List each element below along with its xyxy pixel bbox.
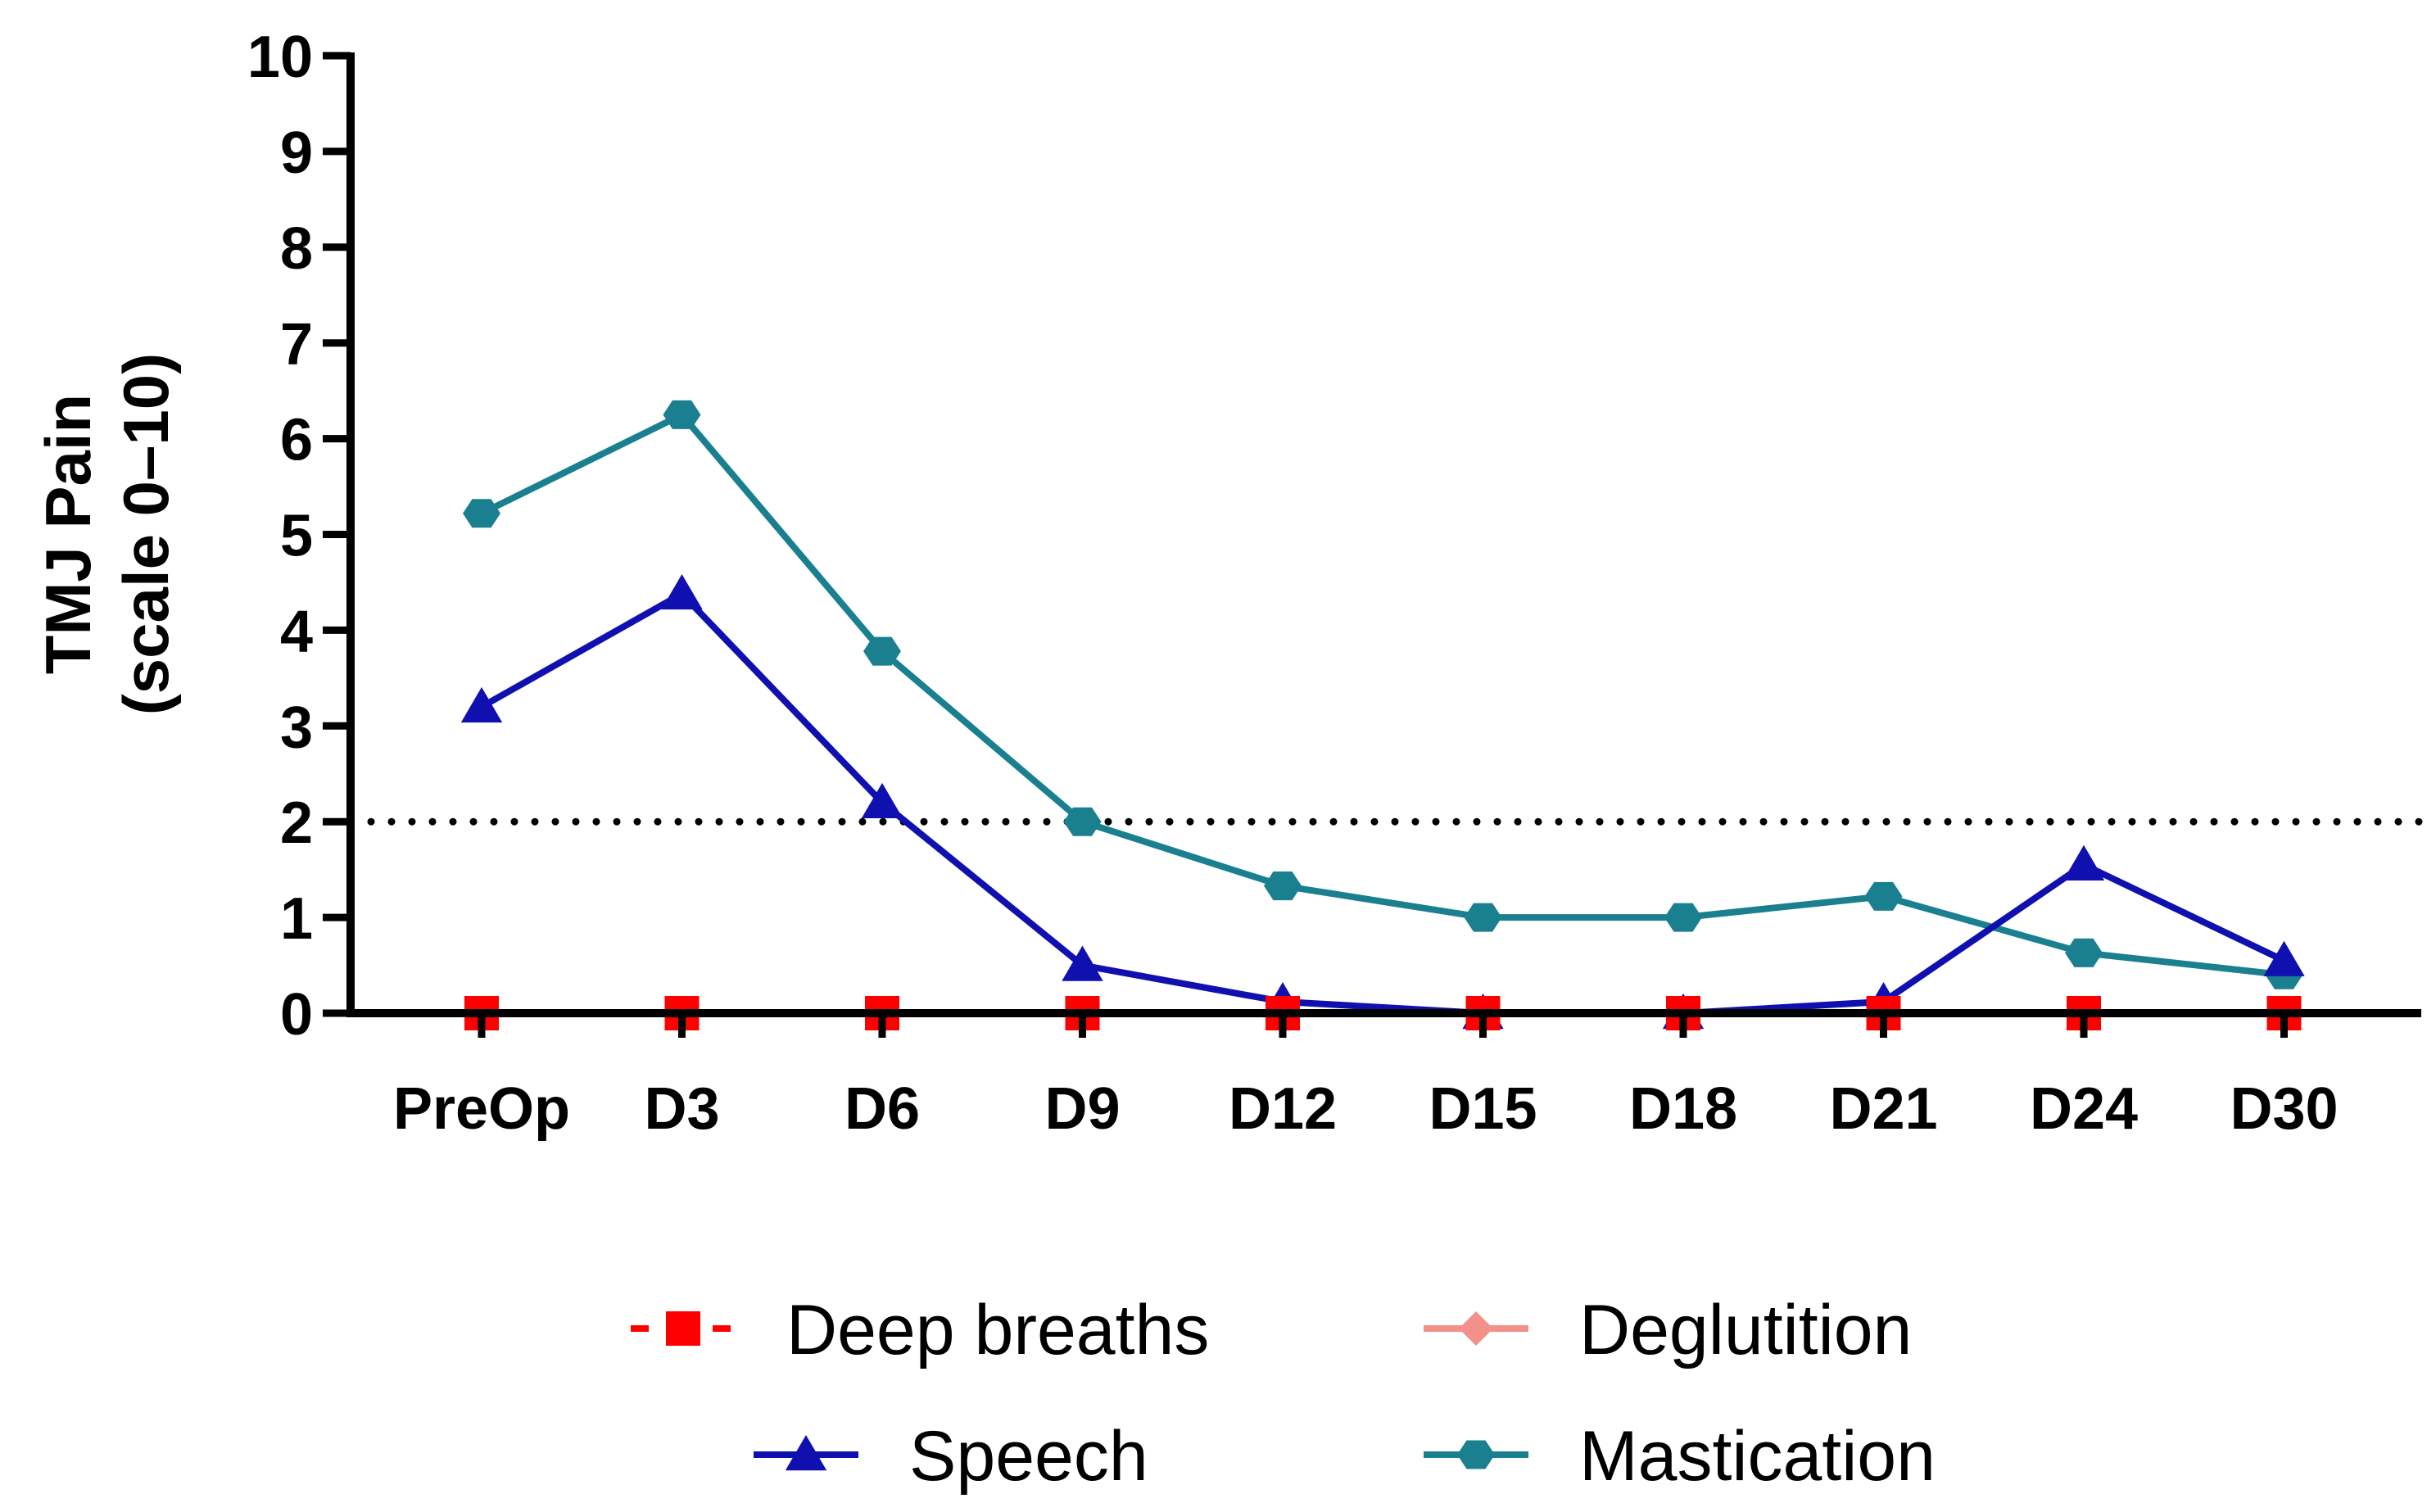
data-point-speech: [2263, 940, 2305, 976]
y-tick-label: 5: [280, 504, 313, 569]
legend: Deep breaths Deglutition Speech Mastication: [631, 1291, 1936, 1496]
x-tick-label: D18: [1629, 1076, 1737, 1142]
y-tick-label: 2: [280, 790, 313, 856]
data-point-speech: [1062, 945, 1103, 981]
data-point-speech: [2062, 844, 2105, 881]
x-tick-label: D3: [644, 1076, 719, 1142]
y-tick-label: 10: [247, 25, 313, 90]
legend-label: Deglutition: [1579, 1291, 1912, 1369]
y-axis-title-line-2: (scale 0–10): [110, 353, 182, 715]
data-point-speech: [661, 573, 703, 610]
legend-item-mast: Mastication: [1424, 1417, 1936, 1496]
data-point-mast: [1063, 807, 1102, 836]
data-point-mast: [2065, 938, 2103, 967]
y-tick-label: 4: [280, 599, 313, 664]
data-point-mast: [463, 499, 500, 528]
axes-group: [323, 52, 2421, 1038]
y-axis-title-group: TMJ Pain (scale 0–10): [32, 353, 182, 715]
y-tick-label: 0: [280, 982, 313, 1048]
legend-swatch-marker: [785, 1435, 827, 1471]
legend-swatch-marker: [1459, 1311, 1493, 1346]
x-tick-label: PreOp: [393, 1076, 570, 1142]
series-line-speech: [480, 590, 2286, 1016]
series-speech: [460, 573, 2305, 1030]
y-axis-title: TMJ Pain (scale 0–10): [32, 353, 182, 715]
series-mast: [463, 400, 2303, 989]
data-point-mast: [1664, 903, 1702, 932]
legend-swatch-marker: [666, 1311, 700, 1346]
x-tick-label: D6: [844, 1076, 920, 1142]
y-tick-label: 6: [280, 408, 313, 473]
x-tick-label: D30: [2230, 1076, 2338, 1142]
legend-item-speech: Speech: [754, 1417, 1148, 1496]
data-point-mast: [863, 636, 901, 666]
x-tick-label: D12: [1229, 1076, 1337, 1142]
series-line-mast: [480, 411, 2284, 979]
x-tick-labels: PreOp D3 D6 D9 D12 D15 D18 D21 D24 D30: [393, 1076, 2339, 1142]
series-group: [460, 400, 2305, 1030]
y-tick-label: 3: [280, 695, 313, 760]
x-tick-label: D15: [1429, 1076, 1537, 1142]
legend-item-deep: Deep breaths: [631, 1291, 1209, 1369]
y-tick-label: 1: [280, 886, 313, 952]
legend-label: Deep breaths: [786, 1291, 1209, 1369]
data-point-mast: [1864, 881, 1903, 911]
data-point-mast: [1464, 903, 1502, 932]
data-point-mast: [1264, 871, 1302, 901]
y-tick-label: 9: [280, 120, 313, 186]
legend-swatch-marker: [1457, 1440, 1495, 1469]
legend-item-deg: Deglutition: [1424, 1291, 1912, 1369]
x-tick-label: D24: [2030, 1076, 2138, 1142]
y-axis-title-line-1: TMJ Pain: [32, 394, 104, 674]
legend-label: Speech: [909, 1417, 1148, 1496]
x-tick-label: D21: [1829, 1076, 1937, 1142]
data-point-speech: [460, 686, 503, 723]
x-tick-label: D9: [1044, 1076, 1120, 1142]
legend-label: Mastication: [1579, 1417, 1936, 1496]
y-tick-labels: 0 1 2 3 4 5 6 7 8 9 10: [247, 25, 313, 1048]
data-point-speech: [861, 782, 903, 819]
y-tick-label: 8: [280, 216, 313, 282]
y-tick-label: 7: [280, 312, 313, 378]
data-point-mast: [663, 400, 701, 429]
